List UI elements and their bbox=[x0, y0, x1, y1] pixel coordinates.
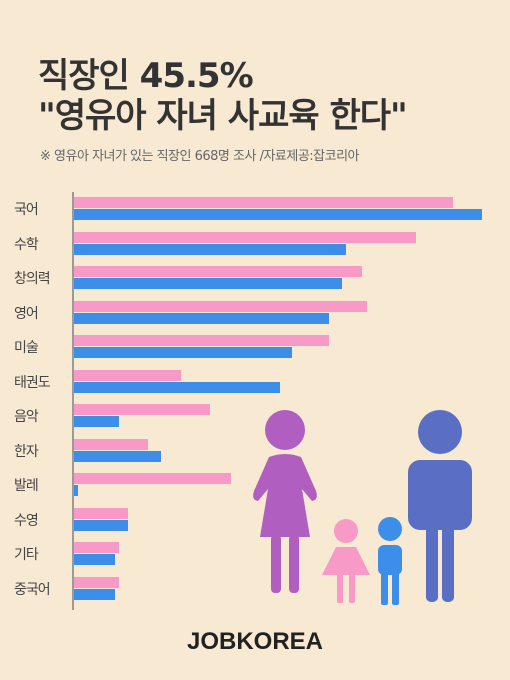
category-label: 미술 bbox=[14, 340, 39, 356]
bar-blue bbox=[74, 485, 79, 496]
bar-blue bbox=[74, 519, 128, 531]
category-label: 수영 bbox=[14, 512, 39, 529]
category-label: 영어 bbox=[14, 305, 39, 322]
bar-blue bbox=[74, 243, 346, 255]
bar-blue bbox=[74, 312, 330, 324]
bar-blue bbox=[74, 278, 342, 289]
category-label: 한자 bbox=[14, 443, 39, 460]
bar-blue bbox=[74, 416, 120, 427]
bar-blue bbox=[74, 450, 161, 462]
y-axis-line bbox=[72, 192, 74, 610]
bar-pink bbox=[74, 438, 149, 450]
boy-figure-icon bbox=[378, 517, 402, 605]
title-line-1: 직장인 45.5% bbox=[38, 56, 254, 96]
bar-blue bbox=[74, 381, 280, 393]
bar-blue bbox=[74, 554, 116, 565]
mother-figure-icon bbox=[253, 410, 317, 593]
category-label: 태권도 bbox=[14, 374, 51, 391]
category-label: 국어 bbox=[14, 202, 39, 218]
family-illustration bbox=[253, 410, 472, 605]
category-label: 발레 bbox=[14, 478, 39, 494]
bar-pink bbox=[74, 542, 120, 553]
bar-pink bbox=[74, 231, 416, 243]
bar-pink bbox=[74, 576, 120, 588]
category-label: 기타 bbox=[14, 547, 39, 563]
bar-blue bbox=[74, 209, 482, 220]
jobkorea-logo: JOBKOREA bbox=[186, 628, 324, 655]
bar-pink bbox=[74, 473, 231, 484]
bar-blue bbox=[74, 347, 293, 358]
bar-pink bbox=[74, 507, 128, 519]
bar-pink bbox=[74, 404, 210, 415]
father-figure-icon bbox=[408, 410, 472, 602]
bar-pink bbox=[74, 197, 454, 208]
title-line-2: "영유아 자녀 사교육 한다" bbox=[38, 96, 408, 136]
category-label: 창의력 bbox=[14, 271, 51, 287]
category-label: 수학 bbox=[14, 236, 39, 253]
category-label: 음악 bbox=[14, 409, 39, 425]
bar-blue bbox=[74, 588, 116, 600]
source-note: ※ 영유아 자녀가 있는 직장인 668명 조사 /자료제공:잡코리아 bbox=[40, 149, 360, 164]
girl-figure-icon bbox=[322, 519, 370, 603]
category-label: 중국어 bbox=[14, 581, 51, 598]
bar-pink bbox=[74, 369, 182, 381]
bar-pink bbox=[74, 300, 367, 312]
bar-pink bbox=[74, 266, 363, 277]
bar-pink bbox=[74, 335, 330, 346]
